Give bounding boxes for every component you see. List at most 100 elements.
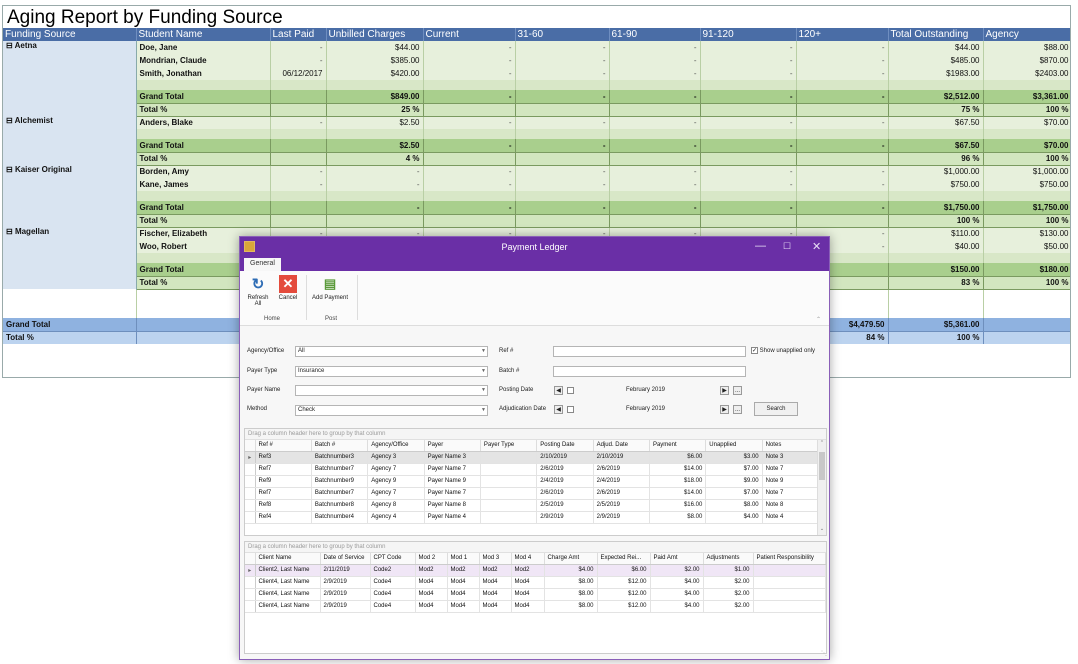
charges-col-header[interactable]: Mod 2 xyxy=(415,553,448,565)
charge-cell: Code4 xyxy=(370,600,416,613)
payments-col-header[interactable]: Unapplied xyxy=(705,440,763,452)
expand-toggle-icon[interactable]: ⊟ xyxy=(6,165,15,174)
method-select[interactable]: Check ▼ xyxy=(295,405,488,416)
charges-col-header[interactable]: Patient Responsibility xyxy=(753,553,826,565)
payments-col-header[interactable]: Adjud. Date xyxy=(593,440,650,452)
scroll-up-icon[interactable]: ⌃ xyxy=(819,440,825,446)
posting-date-checkbox[interactable] xyxy=(567,387,574,394)
date-picker-button[interactable]: ... xyxy=(733,405,742,414)
charges-col-header[interactable]: Adjustments xyxy=(703,553,754,565)
column-header-last-paid[interactable]: Last Paid xyxy=(270,28,327,41)
report-cell: - xyxy=(515,41,610,54)
column-header-total-outstanding[interactable]: Total Outstanding xyxy=(888,28,984,41)
payment-row[interactable]: Ref4 Batchnumber4 Agency 4 Payer Name 4 2/9/… xyxy=(245,511,819,524)
column-header-61-90[interactable]: 61-90 xyxy=(609,28,701,41)
report-cell: - xyxy=(515,54,610,67)
total-cell: Grand Total xyxy=(136,139,271,153)
funding-source-cell[interactable]: ⊟ Kaiser Original xyxy=(3,165,137,227)
column-header-current[interactable]: Current xyxy=(423,28,516,41)
charges-col-header[interactable]: Expected Rei... xyxy=(597,553,651,565)
charges-col-header[interactable]: Charge Amt xyxy=(544,553,598,565)
payment-cell: Note 4 xyxy=(762,511,819,524)
maximize-icon[interactable]: ☐ xyxy=(783,241,792,251)
charge-row[interactable]: Client4, Last Name 2/9/2019 Code4 Mod4 Mod4 M… xyxy=(245,600,826,613)
scroll-thumb[interactable] xyxy=(819,452,825,480)
charges-col-header[interactable]: CPT Code xyxy=(370,553,416,565)
payer-type-select[interactable]: Insurance ▼ xyxy=(295,366,488,377)
close-icon[interactable]: ✕ xyxy=(812,241,822,253)
charge-row[interactable]: Client4, Last Name 2/9/2019 Code4 Mod4 Mod4 M… xyxy=(245,576,826,589)
agency-office-select[interactable]: All ▼ xyxy=(295,346,488,357)
payments-table: Ref # Batch # Agency/Office Payer Payer Type… xyxy=(245,440,819,524)
column-header-funding-source[interactable]: Funding Source xyxy=(3,28,137,41)
charges-col-header[interactable]: Client Name xyxy=(255,553,321,565)
show-unapplied-checkbox[interactable]: ✓ Show unapplied only xyxy=(751,347,815,354)
expand-toggle-icon[interactable]: ⊟ xyxy=(6,227,15,236)
date-picker-button[interactable]: ... xyxy=(733,386,742,395)
row-indicator-icon xyxy=(245,487,256,500)
payments-col-header[interactable]: Payment xyxy=(649,440,707,452)
payments-col-header[interactable]: Posting Date xyxy=(536,440,594,452)
funding-source-cell[interactable]: ⊟ Aetna xyxy=(3,41,137,116)
payment-cell: $6.00 xyxy=(649,451,707,464)
gap-cell xyxy=(983,289,1070,318)
report-cell: $870.00 xyxy=(983,54,1070,67)
column-header-31-60[interactable]: 31-60 xyxy=(515,28,610,41)
search-button[interactable]: Search xyxy=(754,402,798,416)
row-indicator-icon xyxy=(245,499,256,512)
report-cell: - xyxy=(515,165,610,178)
column-header-120-[interactable]: 120+ xyxy=(796,28,889,41)
spacer-cell xyxy=(515,129,610,139)
charges-col-header[interactable]: Mod 3 xyxy=(479,553,512,565)
funding-source-cell[interactable]: ⊟ Magellan xyxy=(3,227,137,289)
column-header-student-name[interactable]: Student Name xyxy=(136,28,271,41)
charge-row[interactable]: ▸ Client2, Last Name 2/11/2019 Code2 Mod2 Mod… xyxy=(245,564,826,577)
payment-row[interactable]: Ref7 Batchnumber7 Agency 7 Payer Name 7 2/6/… xyxy=(245,463,819,476)
expand-toggle-icon[interactable]: ⊟ xyxy=(6,116,15,125)
row-indicator-header xyxy=(245,553,256,565)
payment-row[interactable]: Ref8 Batchnumber8 Agency 8 Payer Name 8 2/5/… xyxy=(245,499,819,512)
title-bar[interactable]: Payment Ledger — ☐ ✕ xyxy=(240,237,829,257)
charges-col-header[interactable]: Mod 1 xyxy=(447,553,480,565)
payment-row[interactable]: ▸ Ref3 Batchnumber3 Agency 3 Payer Name 3 2/1… xyxy=(245,451,819,464)
expand-toggle-icon[interactable]: ⊟ xyxy=(6,41,15,50)
spacer-cell xyxy=(609,80,701,90)
next-month-icon[interactable]: ▶ xyxy=(720,405,729,414)
tab-general[interactable]: General xyxy=(244,258,281,271)
payments-col-header[interactable]: Batch # xyxy=(311,440,369,452)
prev-month-icon[interactable]: ◀ xyxy=(554,386,563,395)
payment-cell xyxy=(480,499,538,512)
add-payment-button[interactable]: ▤ Add Payment xyxy=(309,275,351,301)
charges-col-header[interactable]: Paid Amt xyxy=(650,553,704,565)
charges-col-header[interactable]: Date of Service xyxy=(320,553,371,565)
cancel-button[interactable]: ✕ Cancel xyxy=(276,275,300,301)
payments-col-header[interactable]: Ref # xyxy=(255,440,312,452)
payments-col-header[interactable]: Agency/Office xyxy=(367,440,425,452)
prev-month-icon[interactable]: ◀ xyxy=(554,405,563,414)
payments-col-header[interactable]: Payer xyxy=(424,440,481,452)
column-header-unbilled-charges[interactable]: Unbilled Charges xyxy=(326,28,424,41)
collapse-ribbon-icon[interactable]: ⌃ xyxy=(816,317,822,323)
next-month-icon[interactable]: ▶ xyxy=(720,386,729,395)
payment-row[interactable]: Ref9 Batchnumber9 Agency 9 Payer Name 9 2/4/… xyxy=(245,475,819,488)
batch-input[interactable] xyxy=(553,366,746,377)
refresh-all-button[interactable]: ↻ Refresh All xyxy=(246,275,270,307)
adjudication-date-checkbox[interactable] xyxy=(567,406,574,413)
charges-col-header[interactable]: Mod 4 xyxy=(511,553,545,565)
posting-date-value: February 2019 xyxy=(626,387,666,393)
payments-scrollbar[interactable]: ⌃ ⌄ xyxy=(817,440,826,535)
payment-row[interactable]: Ref7 Batchnumber7 Agency 7 Payer Name 7 2/6/… xyxy=(245,487,819,500)
column-header-91-120[interactable]: 91-120 xyxy=(700,28,797,41)
charge-row[interactable]: Client4, Last Name 2/9/2019 Code4 Mod4 Mod4 M… xyxy=(245,588,826,601)
minimize-icon[interactable]: — xyxy=(755,240,766,252)
column-header-agency[interactable]: Agency xyxy=(983,28,1070,41)
resize-grip-icon[interactable]: ⋱ xyxy=(821,651,827,657)
ref-input[interactable] xyxy=(553,346,746,357)
funding-source-cell[interactable]: ⊟ Alchemist xyxy=(3,116,137,165)
payments-col-header[interactable]: Payer Type xyxy=(480,440,538,452)
funding-source-name: Aetna xyxy=(14,41,37,50)
payments-col-header[interactable]: Notes xyxy=(762,440,819,452)
scroll-down-icon[interactable]: ⌄ xyxy=(819,526,825,532)
payer-name-select[interactable]: ▼ xyxy=(295,385,488,396)
payment-cell: 2/10/2019 xyxy=(536,451,594,464)
